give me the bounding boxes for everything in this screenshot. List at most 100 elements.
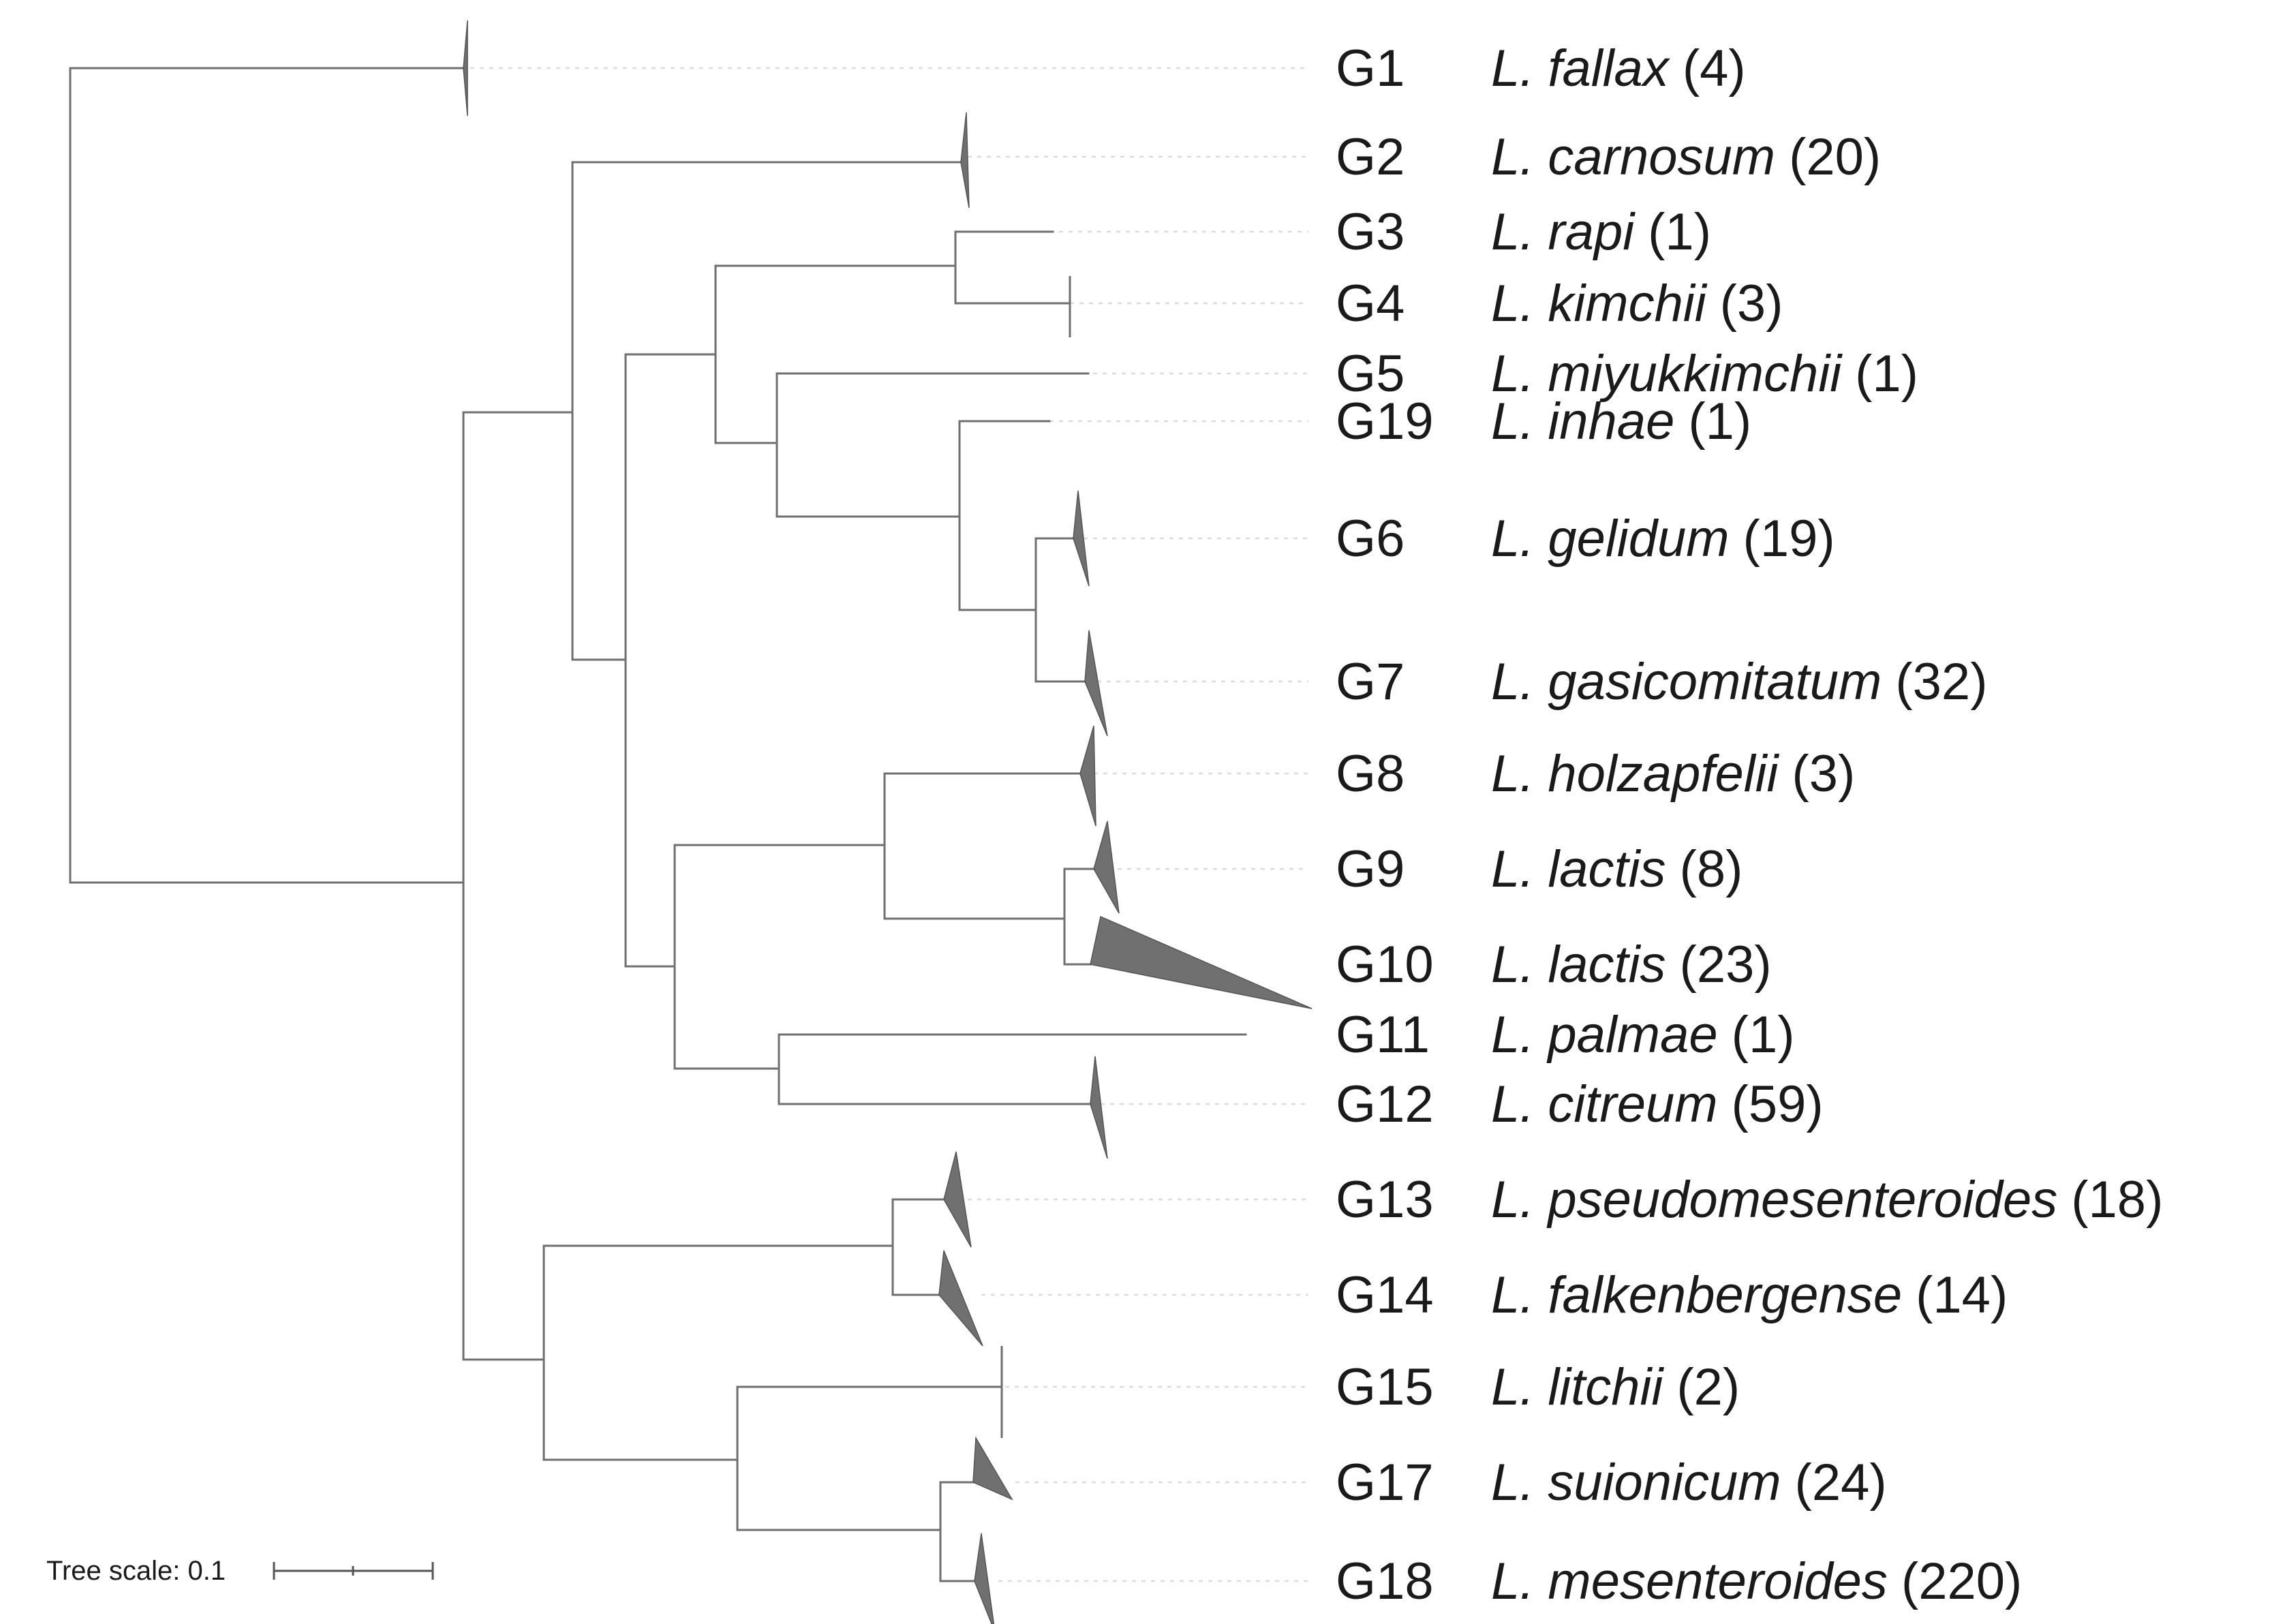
leaf-species: citreum: [1548, 1075, 1717, 1133]
tree-branches: [69, 67, 1247, 1582]
leaf-taxon-label: L. citreum (59): [1491, 1075, 1824, 1133]
leaf-taxon-label: L. miyukkimchii (1): [1491, 345, 1918, 403]
leaf-species: fallax: [1548, 40, 1670, 97]
leaf-genome-count: (20): [1789, 128, 1881, 186]
leaf-label: G7 L. gasicomitatum (32): [1336, 653, 1988, 711]
collapsed-clade-g9: [1093, 821, 1120, 914]
collapsed-clade-g1: [463, 20, 468, 117]
collapsed-clade-g14: [938, 1250, 983, 1347]
g8-g10-node-branch: [673, 772, 886, 920]
leaf-genome-count: (24): [1795, 1454, 1887, 1512]
g3-g7-subtree-branch: [624, 264, 717, 444]
leaf-genus: L.: [1491, 275, 1534, 333]
leaf-genome-count: (59): [1732, 1075, 1824, 1133]
leaf-species: lactis: [1548, 936, 1666, 994]
leaf-group-id: G2: [1336, 128, 1405, 186]
leaf-genome-count: (1): [1732, 1006, 1795, 1064]
leaf-label: G3 L. rapi (1): [1336, 203, 1711, 261]
root-branch: [69, 67, 465, 884]
collapsed-clades: [463, 20, 1313, 1624]
leaf-genus: L.: [1491, 1266, 1534, 1324]
leaf-group-id: G3: [1336, 203, 1405, 261]
leaf-label: G17 L. suionicum (24): [1336, 1454, 1887, 1512]
g5-g7-node-branch: [714, 372, 778, 518]
g6-g7-node-branch: [958, 537, 1037, 683]
leaf-species: gasicomitatum: [1548, 653, 1882, 711]
leaf-species: suionicum: [1548, 1454, 1781, 1512]
collapsed-clade-g10: [1090, 915, 1313, 1009]
g15-g18-node-branch: [542, 1385, 739, 1531]
leaf-genome-count: (1): [1855, 345, 1918, 403]
leaf-species: holzapfelii: [1548, 745, 1779, 803]
leaf-label: G18 L. mesenteroides (220): [1336, 1552, 2022, 1610]
leaf-genus: L.: [1491, 1358, 1534, 1416]
leaf-species: rapi: [1548, 203, 1636, 261]
leaf-species: pseudomesenteroides: [1546, 1171, 2057, 1229]
leaf-species: gelidum: [1548, 510, 1729, 568]
leaf-group-id: G19: [1336, 393, 1434, 450]
tree-scale: Tree scale: 0.1: [46, 1556, 434, 1586]
leaf-taxon-label: L. lactis (8): [1491, 840, 1743, 898]
leaf-group-id: G6: [1336, 510, 1405, 568]
leaf-genus: L.: [1491, 840, 1534, 898]
leaf-taxon-label: L. kimchii (3): [1491, 275, 1783, 333]
leaf-label: G5 L. miyukkimchii (1): [1336, 345, 1918, 403]
leaf-group-id: G13: [1336, 1171, 1434, 1229]
collapsed-clade-g6: [1073, 490, 1090, 587]
leaf-genome-count: (1): [1688, 393, 1751, 450]
leaf-genus: L.: [1491, 1552, 1534, 1610]
leaf-taxon-label: L. fallax (4): [1491, 40, 1746, 97]
leaf-genus: L.: [1491, 345, 1534, 403]
leaf-taxon-label: L. rapi (1): [1491, 203, 1711, 261]
leaf-species: carnosum: [1548, 128, 1775, 186]
leaf-genome-count: (2): [1676, 1358, 1740, 1416]
leaf-taxon-label: L. holzapfelii (3): [1491, 745, 1855, 803]
g9-g10-node-branch: [883, 868, 1066, 966]
leaf-genome-count: (220): [1901, 1552, 2022, 1610]
leaf-label: G19 L. inhae (1): [1336, 393, 1751, 450]
leaf-taxon-label: L. falkenbergense (14): [1491, 1266, 2008, 1324]
collapsed-clade-g12: [1090, 1056, 1108, 1159]
collapsed-clade-g8: [1079, 725, 1096, 827]
collapsed-clade-g7: [1084, 630, 1108, 737]
g17-g18-node-branch: [736, 1481, 942, 1582]
collapsed-clade-g13: [943, 1151, 972, 1248]
leaf-taxon-label: L. lactis (23): [1491, 936, 1772, 994]
g8-g12-subtree-branch: [624, 844, 676, 1070]
leaf-label: G4 L. kimchii (3): [1336, 275, 1783, 333]
leaf-group-id: G11: [1336, 1006, 1430, 1064]
leaf-genome-count: (14): [1916, 1266, 2008, 1324]
leaf-taxon-label: L. carnosum (20): [1491, 128, 1881, 186]
leaf-species: miyukkimchii: [1548, 345, 1843, 403]
leaf-genome-count: (8): [1680, 840, 1743, 898]
leaf-species: falkenbergense: [1548, 1266, 1902, 1324]
leaf-genus: L.: [1491, 936, 1534, 994]
leaf-species: kimchii: [1548, 275, 1707, 333]
leader-lines: [470, 67, 1308, 1582]
lower-clade-branch: [462, 1244, 545, 1461]
leaf-taxon-label: L. gasicomitatum (32): [1491, 653, 1988, 711]
leaf-group-id: G9: [1336, 840, 1405, 898]
g11-g12-node-branch: [673, 1033, 780, 1105]
tree-scale-label: Tree scale: 0.1: [46, 1556, 226, 1586]
g19-g7-node-branch: [776, 420, 961, 611]
leaf-label: G2 L. carnosum (20): [1336, 128, 1881, 186]
leaf-genome-count: (32): [1895, 653, 1987, 711]
leaf-group-id: G4: [1336, 275, 1405, 333]
leaf-group-id: G15: [1336, 1358, 1434, 1416]
leaf-genome-count: (1): [1648, 203, 1711, 261]
collapsed-clade-g2: [960, 112, 970, 209]
leaf-species: litchii: [1548, 1358, 1664, 1416]
leaf-taxon-label: L. mesenteroides (220): [1491, 1552, 2022, 1610]
leaf-label: G10 L. lactis (23): [1336, 936, 1772, 994]
g13-g14-node-branch: [542, 1198, 894, 1296]
leaf-group-id: G8: [1336, 745, 1405, 803]
leaf-genome-count: (4): [1683, 40, 1746, 97]
leaf-genome-count: (19): [1743, 510, 1835, 568]
leaf-label: G6 L. gelidum (19): [1336, 510, 1835, 568]
leaf-genus: L.: [1491, 1454, 1534, 1512]
leaf-taxon-label: L. suionicum (24): [1491, 1454, 1887, 1512]
leaf-species: lactis: [1548, 840, 1666, 898]
leaf-label: G11 L. palmae (1): [1336, 1006, 1795, 1064]
leaf-species: mesenteroides: [1548, 1552, 1888, 1610]
